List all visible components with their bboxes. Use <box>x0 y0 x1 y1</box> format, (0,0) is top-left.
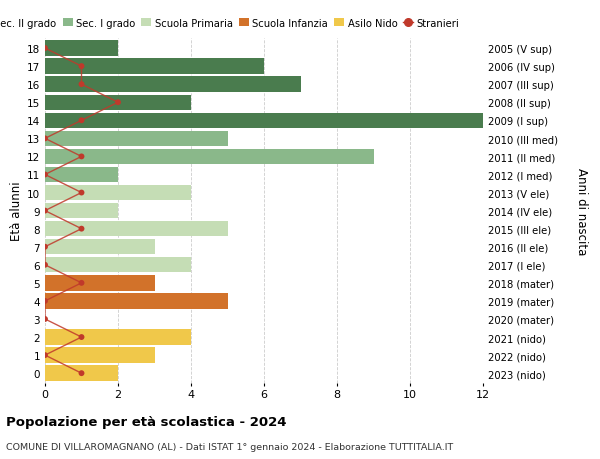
Point <box>113 99 123 106</box>
Text: COMUNE DI VILLAROMAGNANO (AL) - Dati ISTAT 1° gennaio 2024 - Elaborazione TUTTIT: COMUNE DI VILLAROMAGNANO (AL) - Dati IST… <box>6 442 453 451</box>
Point <box>40 135 50 143</box>
Bar <box>45 203 118 219</box>
Bar <box>45 41 118 56</box>
Bar <box>45 95 191 111</box>
Text: Popolazione per età scolastica - 2024: Popolazione per età scolastica - 2024 <box>6 415 287 428</box>
Point <box>40 207 50 215</box>
Point <box>77 81 86 89</box>
Bar <box>45 168 118 183</box>
Point <box>77 190 86 197</box>
Bar <box>45 330 191 345</box>
Point <box>77 334 86 341</box>
Bar <box>45 185 191 201</box>
Bar <box>45 77 301 93</box>
Y-axis label: Anni di nascita: Anni di nascita <box>575 168 587 255</box>
Point <box>40 316 50 323</box>
Bar <box>45 113 483 129</box>
Bar <box>45 150 373 165</box>
Point <box>40 45 50 53</box>
Bar <box>45 257 191 273</box>
Point <box>77 280 86 287</box>
Bar <box>45 366 118 381</box>
Bar <box>45 131 227 147</box>
Point <box>40 352 50 359</box>
Bar <box>45 222 227 237</box>
Y-axis label: Età alunni: Età alunni <box>10 181 23 241</box>
Bar <box>45 59 264 75</box>
Legend: Sec. II grado, Sec. I grado, Scuola Primaria, Scuola Infanzia, Asilo Nido, Stran: Sec. II grado, Sec. I grado, Scuola Prim… <box>0 15 464 33</box>
Bar <box>45 275 155 291</box>
Point <box>40 262 50 269</box>
Point <box>40 244 50 251</box>
Bar <box>45 294 227 309</box>
Point <box>77 153 86 161</box>
Point <box>40 297 50 305</box>
Point <box>77 118 86 125</box>
Point <box>77 63 86 71</box>
Point <box>77 225 86 233</box>
Bar <box>45 347 155 363</box>
Point <box>77 369 86 377</box>
Bar <box>45 240 155 255</box>
Point <box>40 171 50 179</box>
